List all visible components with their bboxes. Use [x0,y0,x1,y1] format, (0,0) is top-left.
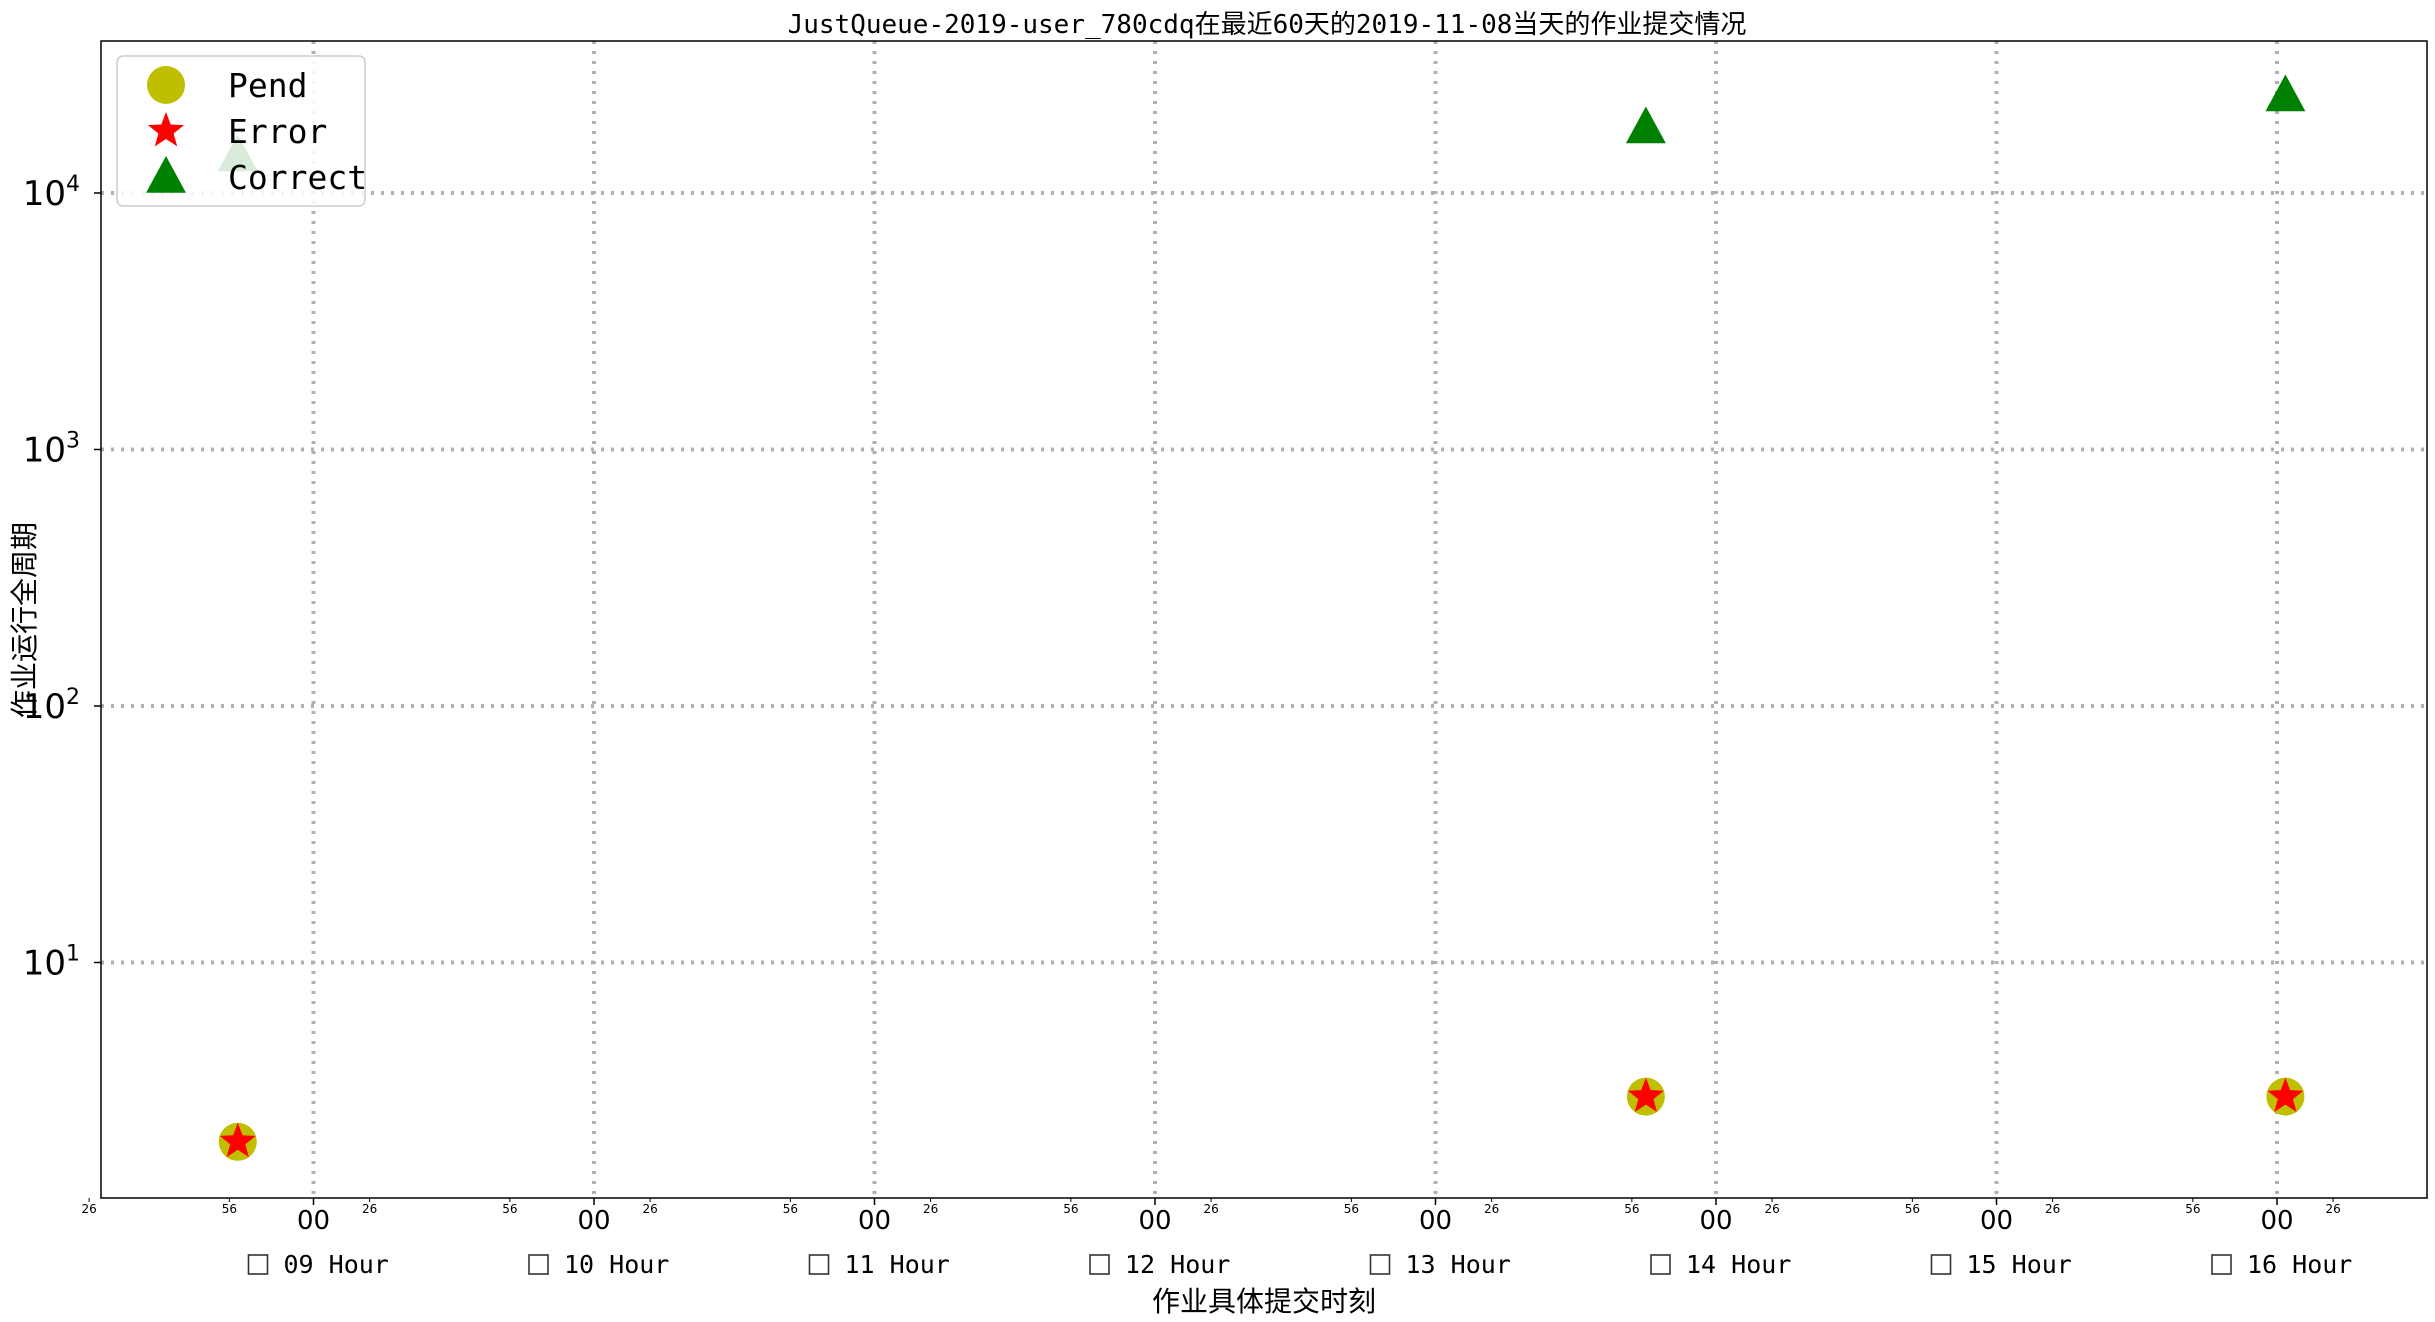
legend-correct-label: Correct [228,158,367,197]
hour-label: 15 Hour [1967,1250,2072,1279]
x-axis-label: 作业具体提交时刻 [1152,1285,1376,1318]
x-axis: 00 00 00 00 00 00 00 00 26 56 26 56 26 56 26 56 26 56 26 56… [81,1198,2352,1279]
checkbox-icon [247,1254,269,1275]
checkbox-icon [1369,1254,1391,1275]
legend-correct-marker [146,156,186,193]
checkbox-icon [528,1254,549,1275]
checkbox-icon [1930,1254,1952,1275]
grid-lines [101,41,2427,1198]
x-major-tick-label: 00 [2260,1206,2293,1236]
legend-pend-label: Pend [228,66,307,105]
error-point [219,1122,256,1158]
checkbox-icon [1650,1254,1671,1275]
x-major-tick-label: 00 [1419,1206,1452,1236]
x-major-tick-label: 00 [577,1206,610,1236]
x-minor-tick-label: 56 [222,1202,237,1216]
x-minor-tick-label: 56 [2185,1202,2200,1216]
x-minor-tick-label: 26 [2045,1202,2060,1216]
x-minor-tick-label: 26 [642,1202,657,1216]
x-minor-tick-label: 26 [81,1202,96,1216]
x-major-tick-label: 00 [858,1206,891,1236]
y-tick-base: 10 [23,174,66,214]
y-tick-label: 103 [23,429,80,471]
hour-label: 12 Hour [1125,1250,1230,1279]
x-minor-tick-label: 56 [1344,1202,1359,1216]
x-minor-tick-label: 56 [1624,1202,1639,1216]
checkbox-icon [2211,1254,2232,1275]
x-major-tick-label: 00 [297,1206,330,1236]
x-minor-tick-label: 26 [1203,1202,1218,1216]
chart-title: JustQueue-2019-user_780cdq在最近60天的2019-11… [788,10,1747,40]
error-point [2267,1077,2304,1112]
y-tick-label: 104 [23,172,80,214]
y-tick-label: 101 [23,942,80,984]
x-minor-tick-label: 56 [783,1202,798,1216]
correct-point [1625,106,1666,144]
legend-error-marker [147,112,185,147]
checkbox-icon [1089,1254,1110,1275]
plot-frame [100,40,2428,1199]
y-tick-exponent: 4 [66,172,80,197]
x-major-tick-label: 00 [1980,1206,2013,1236]
legend-pend-marker [147,66,185,104]
hour-label: 16 Hour [2247,1250,2352,1279]
hour-label: 13 Hour [1406,1250,1511,1279]
x-minor-tick-label: 26 [1764,1202,1779,1216]
hour-label: 11 Hour [845,1250,950,1279]
hour-label: 10 Hour [564,1250,669,1279]
y-tick-base: 10 [23,431,66,471]
y-tick-label: 102 [23,685,80,727]
x-minor-tick-label: 26 [1484,1202,1499,1216]
x-minor-tick-label: 26 [923,1202,938,1216]
y-tick-base: 10 [23,687,66,727]
correct-point [2265,74,2306,112]
checkbox-icon [808,1254,830,1275]
legend-error-label: Error [228,112,327,151]
x-major-tick-label: 00 [1699,1206,1732,1236]
y-axis-label: 作业运行全周期 [8,522,41,718]
x-minor-tick-label: 56 [1063,1202,1078,1216]
y-tick-exponent: 2 [66,685,80,710]
hour-label: 14 Hour [1686,1250,1791,1279]
x-minor-tick-label: 26 [2325,1202,2340,1216]
y-tick-exponent: 1 [66,942,80,967]
y-tick-base: 10 [23,944,66,984]
legend: Pend Error Correct [116,55,367,207]
hour-label: 09 Hour [284,1250,389,1279]
x-minor-tick-label: 56 [502,1202,517,1216]
error-point [1627,1077,1664,1112]
x-major-tick-label: 00 [1138,1206,1171,1236]
x-minor-tick-label: 56 [1905,1202,1920,1216]
x-minor-tick-label: 26 [362,1202,377,1216]
y-tick-exponent: 3 [66,429,80,454]
